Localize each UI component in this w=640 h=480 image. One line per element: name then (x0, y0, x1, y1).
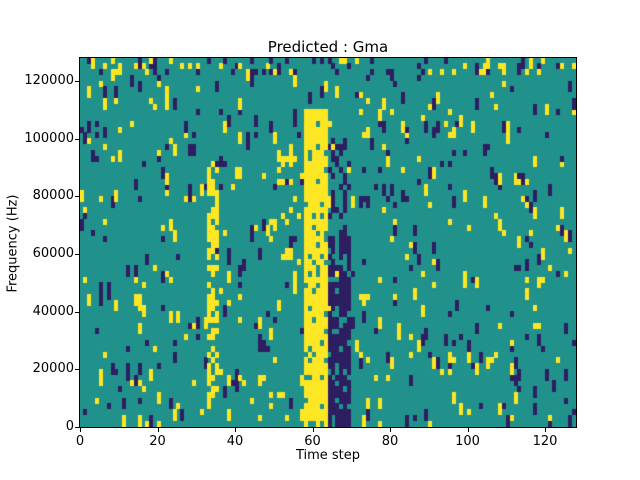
x-tick-label: 40 (226, 434, 244, 449)
y-tick-label: 80000 (32, 188, 74, 204)
x-tick-label: 0 (75, 434, 85, 449)
x-tick-label: 60 (304, 434, 321, 449)
x-tick-mark (390, 428, 391, 432)
y-tick-mark (75, 311, 79, 313)
y-tick-label: 120000 (24, 73, 74, 89)
y-tick-mark (75, 427, 79, 428)
y-tick-label: 60000 (32, 246, 74, 262)
x-tick-label: 100 (455, 434, 480, 449)
y-tick-mark (75, 196, 79, 198)
y-tick-label: 20000 (32, 361, 74, 377)
heatmap-plot-area (79, 57, 577, 428)
x-tick-mark (545, 428, 546, 432)
x-tick-mark (467, 428, 469, 432)
x-tick-label: 20 (149, 434, 166, 449)
x-tick-label: 120 (532, 434, 558, 449)
y-tick-mark (75, 369, 79, 371)
y-tick-mark (75, 254, 79, 256)
x-tick-mark (157, 428, 159, 432)
y-tick-label: 40000 (32, 303, 74, 319)
x-tick-mark (312, 428, 314, 432)
x-tick-label: 80 (381, 434, 399, 449)
y-tick-mark (75, 81, 79, 83)
y-tick-mark (75, 138, 79, 140)
x-tick-mark (80, 428, 81, 432)
y-tick-label: 100000 (24, 130, 74, 146)
y-tick-label: 0 (65, 419, 74, 434)
x-axis-label: Time step (295, 448, 361, 463)
chart-title: Predicted : Gma (267, 38, 389, 56)
x-tick-mark (235, 428, 236, 432)
